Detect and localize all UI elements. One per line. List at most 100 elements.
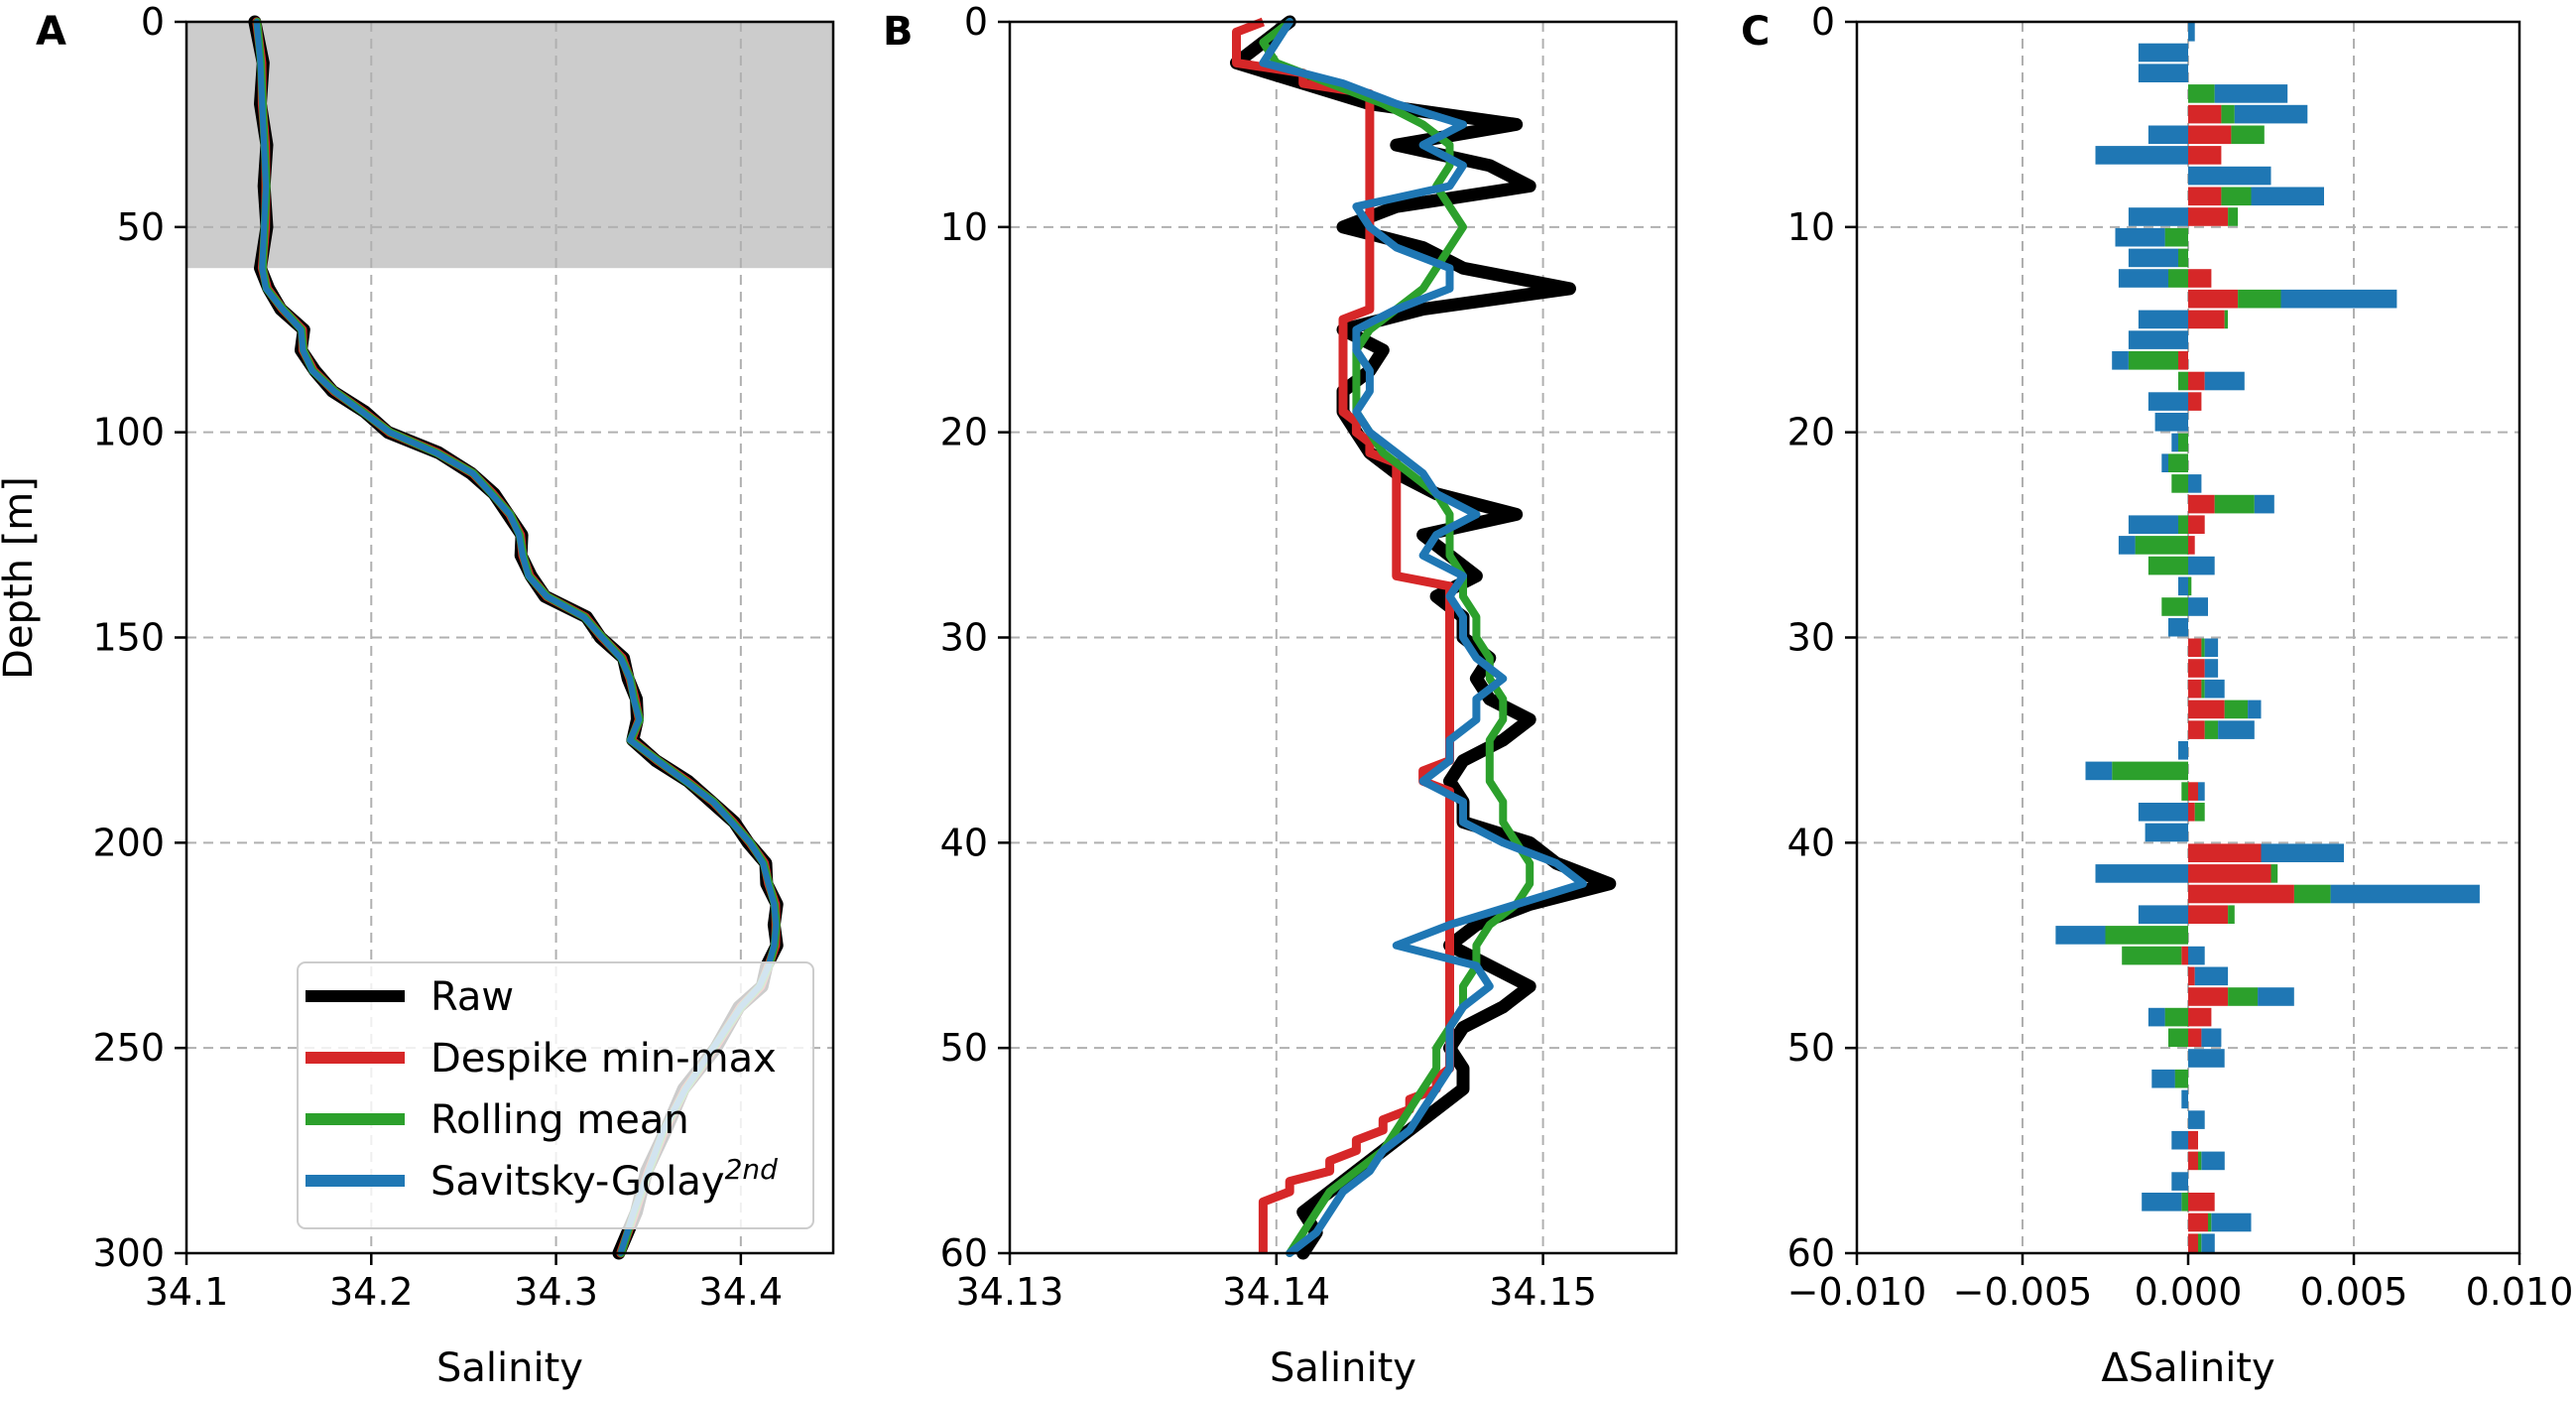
bar-0 (2188, 146, 2222, 165)
bar-1 (2224, 310, 2228, 329)
bar-2 (2171, 433, 2178, 452)
bar-2 (2261, 843, 2344, 862)
bar-0 (2188, 720, 2205, 739)
bar-2 (2171, 1172, 2188, 1191)
y-tick-label: 20 (940, 411, 988, 454)
bar-2 (2218, 720, 2255, 739)
bar-2 (2178, 741, 2188, 760)
bar-0 (2188, 803, 2195, 822)
bar-2 (2128, 207, 2188, 226)
bar-2 (2112, 351, 2129, 370)
bar-0 (2188, 125, 2232, 145)
bar-2 (2138, 310, 2188, 329)
x-tick-label: −0.005 (1953, 1270, 2093, 1314)
bar-2 (2204, 659, 2219, 678)
y-tick-label: 50 (1787, 1026, 1835, 1070)
x-tick-label: 0.005 (2300, 1270, 2408, 1314)
bar-1 (2105, 926, 2188, 945)
y-tick-label: 50 (117, 205, 165, 249)
y-tick-label: 0 (1811, 0, 1835, 44)
bar-0 (2188, 104, 2222, 124)
bar-1 (2221, 104, 2235, 124)
bar-0 (2188, 289, 2239, 309)
bar-0 (2178, 351, 2188, 370)
bar-1 (2135, 536, 2188, 555)
bar-2 (2168, 617, 2188, 637)
bar-1 (2171, 474, 2188, 493)
y-axis-label: Depth [m] (0, 476, 42, 680)
bar-2 (2147, 392, 2188, 411)
bar-2 (2188, 23, 2195, 42)
bar-2 (2258, 987, 2294, 1006)
y-tick-label: 10 (940, 205, 988, 249)
bar-2 (2118, 536, 2136, 555)
bar-1 (2238, 289, 2281, 309)
bar-0 (2188, 187, 2222, 206)
bar-0 (2188, 966, 2195, 986)
bar-2 (2145, 823, 2188, 842)
panel-c: −0.010 −0.005 0.000 0.005 0.010 0 10 20 30 40 50 60… (1741, 0, 2573, 1391)
panel-b: 34.13 34.14 34.15 0 10 20 30 40 50 60 Salinity B (883, 0, 1678, 1391)
bar-2 (2188, 166, 2271, 186)
bar-0 (2188, 864, 2271, 883)
bar-2 (2085, 761, 2113, 781)
bar-1 (2231, 125, 2265, 145)
bar-1 (2161, 597, 2188, 616)
legend: Raw Despike min-max Rolling mean Savitsky-G… (297, 961, 814, 1229)
panel-letter: B (883, 9, 914, 55)
bar-0 (2188, 494, 2215, 514)
x-tick-label: 34.13 (956, 1270, 1064, 1314)
bar-1 (2164, 1007, 2188, 1027)
y-tick-label: 100 (92, 411, 165, 454)
bar-1 (2228, 905, 2235, 924)
bar-0 (2188, 843, 2262, 862)
x-tick-label: −0.010 (1787, 1270, 1927, 1314)
bar-2 (2188, 1110, 2205, 1129)
x-tick-label: 34.1 (145, 1270, 229, 1314)
bar-2 (2154, 413, 2188, 432)
bar-1 (2181, 1193, 2188, 1211)
axes-frame (1008, 20, 1678, 1255)
bar-0 (2188, 392, 2202, 411)
bar-2 (2128, 330, 2188, 349)
bar-2 (2188, 474, 2202, 493)
bar-0 (2188, 371, 2205, 391)
bar-1 (2112, 761, 2188, 781)
bar-1 (2178, 515, 2188, 534)
x-tick-label: 34.14 (1222, 1270, 1330, 1314)
y-tick-label: 60 (940, 1231, 988, 1275)
bar-2 (2138, 803, 2188, 822)
y-tick-label: 200 (92, 821, 165, 864)
bar-2 (2151, 1069, 2175, 1088)
bar-0 (2188, 515, 2205, 534)
bar-1 (2168, 1028, 2188, 1048)
bar-1 (2188, 84, 2215, 103)
y-tick-label: 50 (940, 1026, 988, 1070)
bar-1 (2168, 453, 2188, 472)
bar-1 (2168, 269, 2188, 288)
bar-2 (2147, 125, 2188, 145)
bar-0 (2188, 1130, 2198, 1150)
bar-1 (2122, 946, 2182, 965)
bar-0 (2188, 905, 2229, 924)
bar-2 (2161, 453, 2168, 472)
panel-letter: A (36, 9, 66, 55)
bar-1 (2270, 864, 2278, 883)
x-tick-label: 0.010 (2466, 1270, 2574, 1314)
bar-2 (2178, 576, 2188, 596)
bar-0 (2188, 884, 2294, 904)
bar-0 (2188, 700, 2225, 719)
bar-2 (2118, 269, 2168, 288)
bar-2 (2188, 556, 2215, 575)
bar-2 (2330, 884, 2480, 904)
shaded-region (186, 22, 833, 269)
y-tick-label: 150 (92, 616, 165, 660)
legend-superscript: 2nd (725, 1153, 779, 1186)
series-line-3 (1259, 18, 1587, 1257)
bar-0 (2188, 1233, 2198, 1252)
bar-0 (2188, 782, 2198, 801)
y-tick-label: 0 (964, 0, 988, 44)
bar-0 (2188, 1028, 2202, 1048)
bar-2 (2188, 946, 2205, 965)
